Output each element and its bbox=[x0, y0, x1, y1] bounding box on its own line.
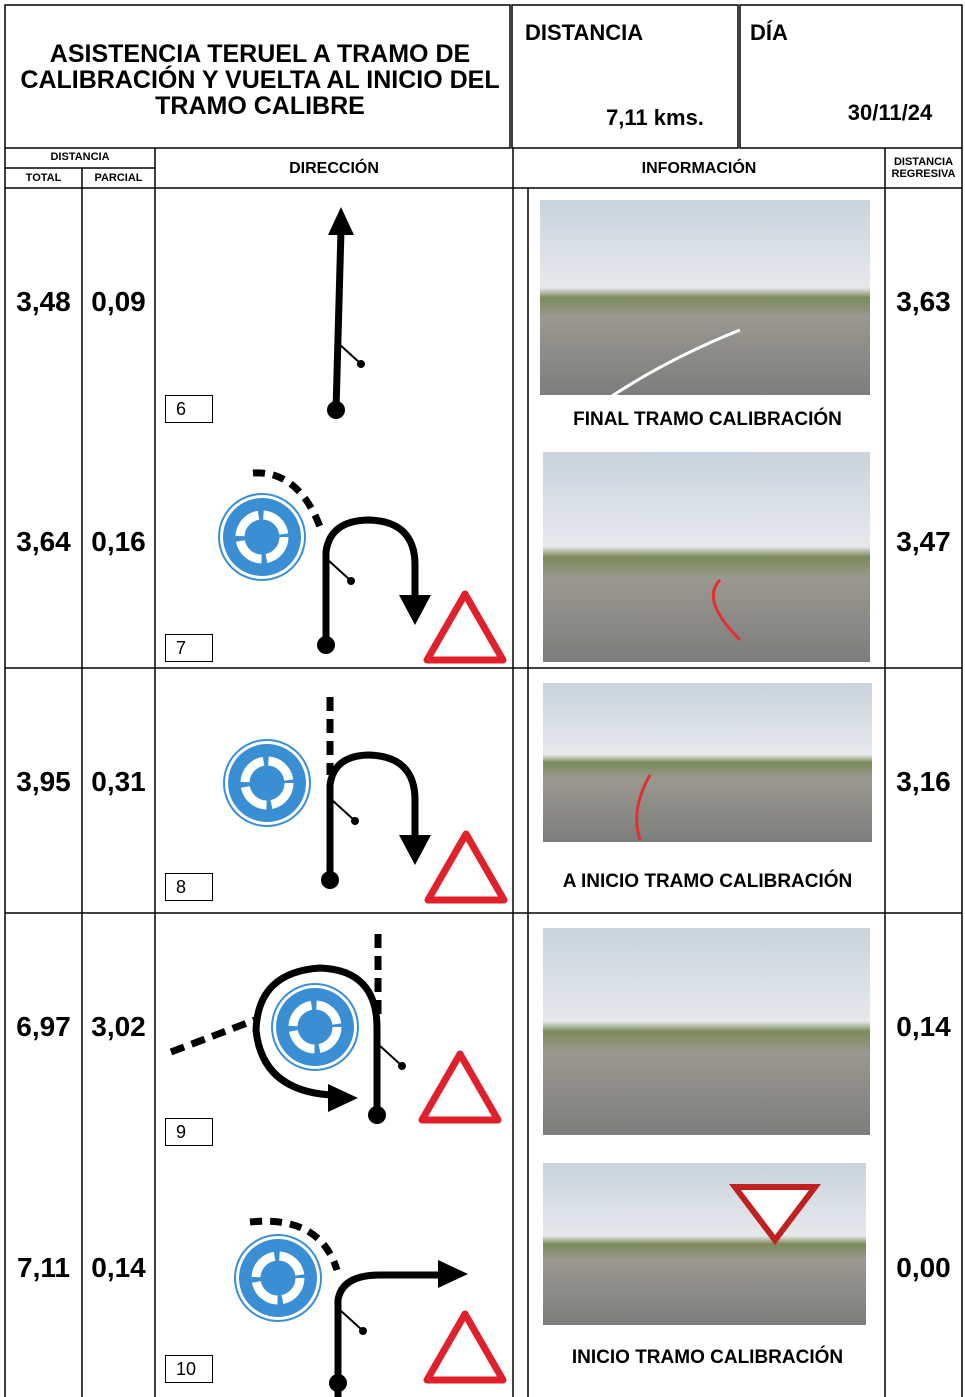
route bbox=[334, 1271, 440, 1397]
step-number: 6 bbox=[165, 395, 213, 423]
partial-distance: 0,09 bbox=[91, 286, 146, 318]
roundabout-sign bbox=[219, 494, 305, 580]
step-number: 10 bbox=[165, 1355, 213, 1383]
step-number: 7 bbox=[165, 634, 213, 662]
roundabout-sign bbox=[235, 1235, 321, 1321]
partial-distance: 0,14 bbox=[91, 1252, 146, 1284]
route bbox=[322, 516, 419, 645]
col-total: TOTAL bbox=[25, 172, 62, 185]
day-label: DÍA bbox=[750, 19, 788, 45]
col-regressive: DISTANCIA REGRESIVA bbox=[891, 156, 956, 180]
step-number: 9 bbox=[165, 1118, 213, 1146]
arrow-head bbox=[399, 835, 431, 865]
arrow-head bbox=[328, 1084, 358, 1112]
total-distance: 6,97 bbox=[16, 1011, 71, 1043]
total-distance: 3,95 bbox=[16, 766, 71, 798]
day: 30/11/24 bbox=[847, 99, 933, 125]
header-title: ASISTENCIA TERUEL A TRAMO DE CALIBRACIÓN… bbox=[20, 39, 500, 121]
distance: 7,11 kms. bbox=[606, 104, 704, 130]
total-distance: 7,11 bbox=[17, 1252, 70, 1284]
regressive-distance: 3,16 bbox=[896, 766, 951, 798]
partial-distance: 0,16 bbox=[91, 526, 146, 558]
col-partial: PARCIAL bbox=[94, 172, 143, 185]
route bbox=[252, 964, 381, 1115]
roundabout-sign bbox=[224, 740, 310, 826]
route bbox=[332, 229, 345, 411]
route bbox=[252, 469, 326, 534]
partial-distance: 0,31 bbox=[91, 766, 146, 798]
warning-sign bbox=[423, 1310, 507, 1384]
total-distance: 3,48 bbox=[16, 286, 71, 318]
col-distance: DISTANCIA bbox=[50, 151, 110, 164]
route bbox=[169, 1016, 257, 1056]
step-number: 8 bbox=[165, 873, 213, 901]
regressive-distance: 3,47 bbox=[896, 526, 951, 558]
arrow-head bbox=[438, 1260, 468, 1288]
regressive-distance: 0,00 bbox=[896, 1252, 951, 1284]
route bbox=[326, 751, 419, 880]
col-direction: DIRECCIÓN bbox=[289, 159, 379, 177]
warning-sign bbox=[423, 590, 507, 664]
regressive-distance: 3,63 bbox=[896, 286, 951, 318]
warning-sign bbox=[418, 1050, 502, 1124]
total-distance: 3,64 bbox=[16, 526, 71, 558]
warning-sign bbox=[424, 830, 508, 904]
photo-caption: A INICIO TRAMO CALIBRACIÓN bbox=[562, 871, 853, 893]
photo-caption: FINAL TRAMO CALIBRACIÓN bbox=[573, 409, 842, 431]
col-information: INFORMACIÓN bbox=[641, 159, 757, 177]
arrow-head bbox=[328, 207, 354, 235]
photo-caption: INICIO TRAMO CALIBRACIÓN bbox=[571, 1347, 844, 1369]
regressive-distance: 0,14 bbox=[896, 1011, 951, 1043]
distance-label: DISTANCIA bbox=[525, 19, 644, 45]
roundabout-sign bbox=[272, 984, 358, 1070]
arrow-head bbox=[399, 595, 431, 625]
partial-distance: 3,02 bbox=[91, 1011, 146, 1043]
